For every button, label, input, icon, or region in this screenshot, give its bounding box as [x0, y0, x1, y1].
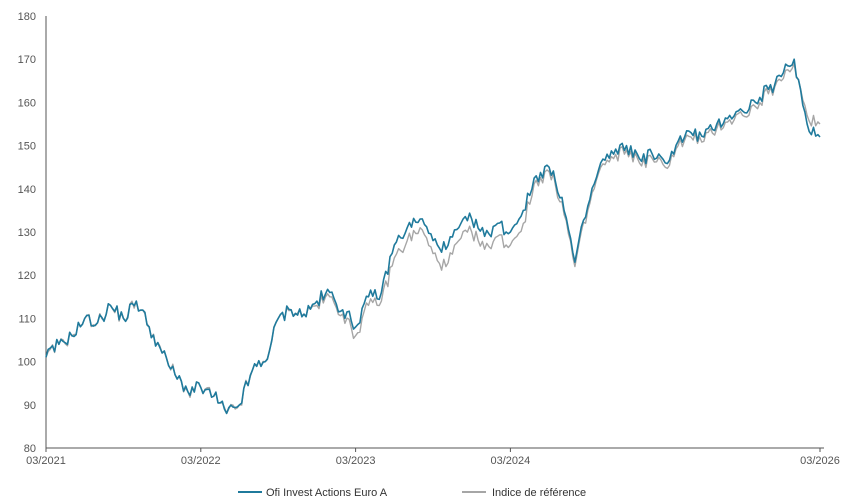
y-axis-ticks: 80 90 100 110 120 130 140 150 160 170 180 [18, 11, 36, 455]
x-tick-label: 03/2024 [491, 455, 531, 467]
x-axis-ticks: 03/2021 03/2022 03/2023 03/2024 03/2026 [26, 448, 840, 467]
series-layer [45, 58, 821, 415]
y-tick-label: 160 [18, 97, 36, 109]
x-tick-label: 03/2023 [336, 455, 376, 467]
y-tick-label: 100 [18, 357, 36, 369]
legend-label: Indice de référence [492, 487, 586, 499]
legend-label: Ofi Invest Actions Euro A [266, 487, 388, 499]
chart-axes [45, 16, 824, 449]
legend: Ofi Invest Actions Euro A Indice de référ… [238, 487, 586, 499]
y-tick-label: 140 [18, 184, 36, 196]
y-tick-label: 90 [24, 400, 36, 412]
y-tick-label: 170 [18, 54, 36, 66]
y-tick-label: 180 [18, 11, 36, 23]
x-tick-label: 03/2021 [26, 455, 66, 467]
y-tick-label: 130 [18, 227, 36, 239]
x-tick-label: 03/2026 [800, 455, 840, 467]
y-tick-label: 120 [18, 270, 36, 282]
series-line-fund [45, 58, 821, 415]
y-tick-label: 150 [18, 141, 36, 153]
y-tick-label: 80 [24, 443, 36, 455]
x-tick-label: 03/2022 [181, 455, 221, 467]
y-tick-label: 110 [18, 313, 36, 325]
